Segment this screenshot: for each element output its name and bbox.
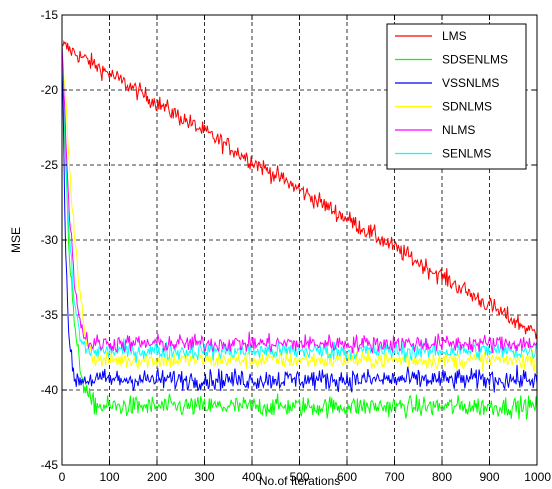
series-line-nlms <box>61 44 538 355</box>
x-tick-label: 400 <box>242 470 262 484</box>
series-line-senlms <box>61 44 538 364</box>
x-tick-label: 200 <box>147 470 167 484</box>
x-tick-label: 900 <box>479 470 499 484</box>
x-tick-label: 500 <box>289 470 309 484</box>
x-tick-label: 0 <box>59 470 66 484</box>
x-axis-label: No.of Iterations <box>259 474 340 488</box>
series-line-sdnlms <box>61 44 538 372</box>
y-tick-label: -40 <box>41 383 59 397</box>
y-tick-label: -15 <box>41 8 59 22</box>
series-line-vssnlms <box>61 44 538 393</box>
legend-label-sdnlms: SDNLMS <box>442 100 492 114</box>
y-tick-label: -45 <box>41 458 59 472</box>
legend-box <box>386 23 527 170</box>
grid <box>62 15 537 465</box>
legend: LMS SDSENLMS VSSNLMS SDNLMS NLMS SENLMS <box>386 23 527 170</box>
legend-label-vssnlms: VSSNLMS <box>442 76 499 90</box>
legend-label-sdsenlms: SDSENLMS <box>442 53 508 67</box>
y-tick-label: -25 <box>41 158 59 172</box>
y-axis-label: MSE <box>9 227 23 253</box>
x-tick-label: 1000 <box>524 470 551 484</box>
series-line-sdsenlms <box>61 44 538 420</box>
y-tick-label: -20 <box>41 83 59 97</box>
y-tick-label: -35 <box>41 308 59 322</box>
x-tick-label: 800 <box>432 470 452 484</box>
x-tick-label: 600 <box>337 470 357 484</box>
axis-ticks: 0 100 200 300 400 500 600 700 800 900 1000 -45 -40 -3… <box>41 8 552 484</box>
series-line-lms <box>61 40 538 339</box>
legend-label-nlms: NLMS <box>442 123 475 137</box>
y-tick-label: -30 <box>41 233 59 247</box>
x-tick-label: 100 <box>99 470 119 484</box>
x-tick-label: 300 <box>194 470 214 484</box>
x-tick-label: 700 <box>384 470 404 484</box>
legend-label-lms: LMS <box>442 29 467 43</box>
legend-label-senlms: SENLMS <box>442 147 491 161</box>
series-layer <box>61 40 538 420</box>
